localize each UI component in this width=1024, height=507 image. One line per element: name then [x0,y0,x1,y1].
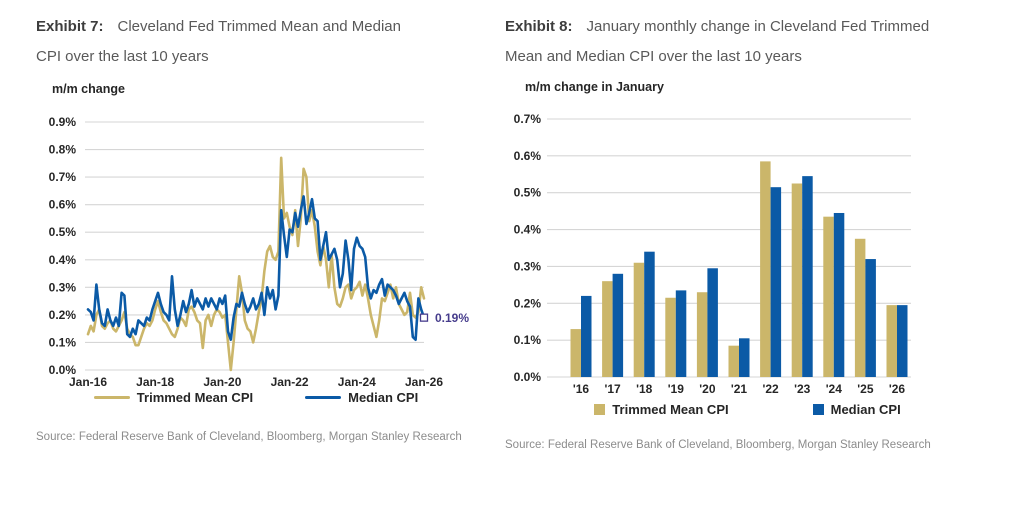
y-tick-label: 0.1% [514,333,542,347]
median-line-swatch [305,396,342,399]
median-cpi-bar [833,212,845,377]
legend-label-trimmed-mean-cpi: Trimmed Mean CPI [612,402,729,417]
end-value-annotation: 0.19% [435,311,469,325]
legend-item-median-cpi: Median CPI [812,402,901,417]
trimmed-mean-line-swatch [93,396,130,399]
y-tick-label: 0.0% [49,363,77,377]
x-tick-label: '19 [668,382,685,396]
legend-item-median-cpi: Median CPI [305,390,418,405]
y-tick-label: 0.1% [49,335,77,349]
exhibit-8-source: Source: Federal Reserve Bank of Clevelan… [505,439,931,451]
exhibit-8-legend: Trimmed Mean CPI Median CPI [505,402,990,417]
y-tick-label: 0.6% [49,198,77,212]
trimmed-mean-cpi-bar [854,238,866,377]
trimmed-mean-cpi-bar [665,297,676,377]
legend-item-trimmed-mean-cpi: Trimmed Mean CPI [93,390,254,405]
x-tick-label: '22 [762,382,779,396]
median-cpi-bar [675,290,687,377]
trimmed-mean-square-swatch [594,404,606,415]
trimmed-mean-cpi-bar [728,345,739,377]
legend-label-median-cpi: Median CPI [348,390,419,405]
x-tick-label: '16 [573,382,590,396]
median-cpi-bar [612,273,624,377]
exhibit-7-line-chart: 0.9% 0.8% 0.7% 0.6% 0.5% 0.4% 0.3% 0.2% 0.1% 0.0%… [49,115,470,389]
y-tick-label: 0.3% [514,259,542,273]
median-cpi-bar [897,305,908,377]
trimmed-mean-cpi-bar [823,216,834,377]
y-tick-label: 0.5% [49,225,77,239]
trimmed-mean-cpi-bar [760,161,771,377]
exhibit-7-label: Exhibit 7: [36,18,104,35]
trimmed-mean-cpi-bar [696,292,708,377]
exhibit-8-panel: Exhibit 8: January monthly change in Clev… [505,12,990,451]
exhibit-8-label: Exhibit 8: [505,18,573,35]
median-cpi-bar [739,338,750,377]
exhibit-7-panel: Exhibit 7: Cleveland Fed Trimmed Mean and… [36,12,476,443]
x-tick-label: Jan-24 [338,375,376,389]
y-tick-label: 0.5% [514,186,542,200]
x-tick-label: Jan-18 [136,375,174,389]
exhibit-8-axis-title: m/m change in January [525,80,664,94]
exhibit-7-title: Exhibit 7: Cleveland Fed Trimmed Mean and… [36,12,408,72]
y-tick-label: 0.6% [514,149,542,163]
x-tick-label: '23 [794,382,811,396]
exhibit-7-axis-title: m/m change [52,82,125,96]
x-tick-label: '25 [857,382,874,396]
y-tick-label: 0.9% [49,115,77,129]
median-cpi-line [86,195,426,341]
x-tick-label: Jan-16 [69,375,107,389]
y-tick-label: 0.3% [49,280,77,294]
exhibit-7-title-text: Cleveland Fed Trimmed Mean and Median CP… [36,18,401,65]
trimmed-mean-cpi-bar [791,183,803,377]
y-tick-label: 0.7% [514,112,542,126]
y-tick-label: 0.8% [49,143,77,157]
x-tick-label: '18 [636,382,653,396]
x-tick-label: '20 [699,382,716,396]
median-cpi-bar [707,268,718,377]
median-cpi-bar [581,295,592,377]
trimmed-mean-cpi-line [86,156,426,372]
y-tick-label: 0.2% [514,296,542,310]
median-cpi-bar [865,259,876,377]
trimmed-mean-cpi-bar [570,329,581,377]
x-tick-label: Jan-26 [405,375,443,389]
y-tick-label: 0.0% [514,370,542,384]
median-square-swatch [812,404,824,415]
exhibit-7-legend: Trimmed Mean CPI Median CPI [36,390,476,405]
y-tick-label: 0.4% [49,253,77,267]
trimmed-mean-cpi-bar [886,305,897,377]
y-tick-label: 0.4% [514,223,542,237]
median-cpi-bar [770,187,782,377]
legend-item-trimmed-mean-cpi: Trimmed Mean CPI [594,402,729,417]
legend-label-median-cpi: Median CPI [830,402,901,417]
x-tick-label: '21 [731,382,748,396]
y-tick-label: 0.7% [49,170,77,184]
exhibit-7-source: Source: Federal Reserve Bank of Clevelan… [36,431,462,443]
median-cpi-bar [802,176,813,377]
legend-label-trimmed-mean-cpi: Trimmed Mean CPI [136,390,254,405]
exhibit-8-bar-chart: 0.7% 0.6% 0.5% 0.4% 0.3% 0.2% 0.1% 0.0% '16 '17 '1… [514,112,911,396]
end-point-marker [419,313,429,322]
x-tick-label: Jan-22 [271,375,309,389]
x-tick-label: '24 [826,382,843,396]
median-cpi-bar [644,251,655,377]
exhibit-8-title: Exhibit 8: January monthly change in Clev… [505,12,967,72]
y-tick-label: 0.2% [49,308,77,322]
x-tick-label: Jan-20 [203,375,241,389]
x-tick-label: '17 [604,382,621,396]
exhibit-8-title-text: January monthly change in Cleveland Fed … [505,18,930,65]
trimmed-mean-cpi-bar [602,281,613,377]
x-tick-label: '26 [889,382,906,396]
trimmed-mean-cpi-bar [633,262,645,377]
